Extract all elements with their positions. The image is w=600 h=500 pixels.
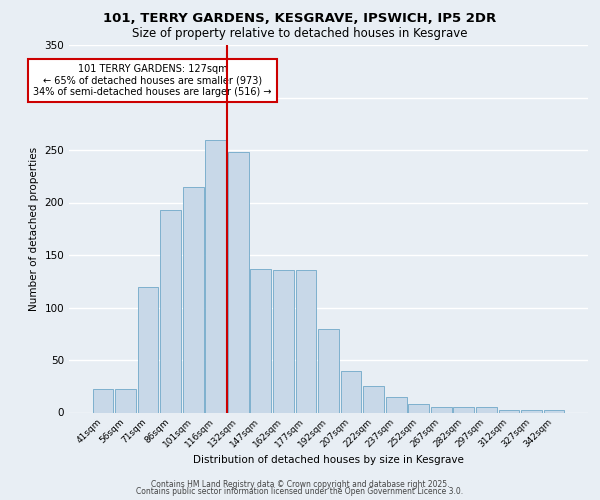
Bar	[250, 268, 271, 412]
Bar	[431, 407, 452, 412]
Bar	[409, 404, 429, 412]
Bar	[476, 407, 497, 412]
Bar	[499, 410, 520, 412]
Bar	[454, 407, 474, 412]
Text: Contains public sector information licensed under the Open Government Licence 3.: Contains public sector information licen…	[136, 487, 464, 496]
Bar	[92, 390, 113, 412]
Text: Size of property relative to detached houses in Kesgrave: Size of property relative to detached ho…	[132, 28, 468, 40]
Bar	[296, 270, 316, 412]
Text: Contains HM Land Registry data © Crown copyright and database right 2025.: Contains HM Land Registry data © Crown c…	[151, 480, 449, 489]
Bar	[341, 370, 361, 412]
Bar	[386, 397, 407, 412]
Bar	[160, 210, 181, 412]
Bar	[273, 270, 294, 412]
X-axis label: Distribution of detached houses by size in Kesgrave: Distribution of detached houses by size …	[193, 455, 464, 465]
Text: 101, TERRY GARDENS, KESGRAVE, IPSWICH, IP5 2DR: 101, TERRY GARDENS, KESGRAVE, IPSWICH, I…	[103, 12, 497, 26]
Bar	[544, 410, 565, 412]
Y-axis label: Number of detached properties: Number of detached properties	[29, 146, 39, 311]
Bar	[363, 386, 384, 412]
Bar	[115, 390, 136, 412]
Bar	[521, 410, 542, 412]
Bar	[183, 186, 203, 412]
Bar	[137, 286, 158, 412]
Bar	[318, 328, 339, 412]
Bar	[228, 152, 248, 412]
Bar	[205, 140, 226, 412]
Text: 101 TERRY GARDENS: 127sqm
← 65% of detached houses are smaller (973)
34% of semi: 101 TERRY GARDENS: 127sqm ← 65% of detac…	[34, 64, 272, 97]
